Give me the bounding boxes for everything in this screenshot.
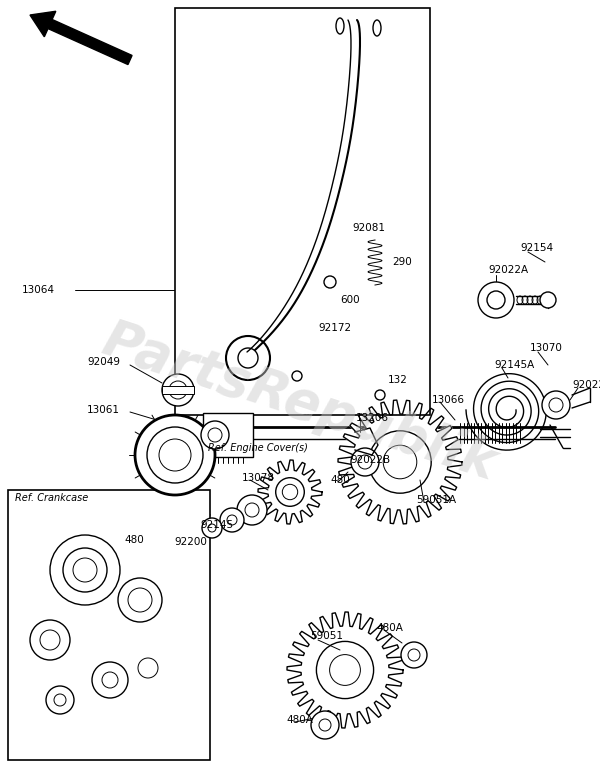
Text: PartsRepublik: PartsRepublik	[96, 315, 504, 491]
Ellipse shape	[336, 18, 344, 34]
Circle shape	[351, 448, 379, 476]
Text: 480: 480	[124, 535, 144, 545]
Bar	[8, 490, 210, 760]
Text: 92172: 92172	[318, 323, 351, 333]
Text: 92022: 92022	[572, 380, 600, 390]
Bar	[162, 386, 194, 394]
Text: 13064: 13064	[22, 285, 55, 295]
Circle shape	[135, 415, 215, 495]
Bar	[203, 413, 253, 457]
Circle shape	[226, 336, 270, 380]
Circle shape	[138, 658, 158, 678]
Text: 480A: 480A	[376, 623, 403, 633]
Text: Ref. Engine Cover(s): Ref. Engine Cover(s)	[208, 443, 308, 453]
Text: 59051A: 59051A	[416, 495, 456, 505]
Circle shape	[118, 578, 162, 622]
Text: 92049: 92049	[87, 357, 120, 367]
Circle shape	[478, 282, 514, 318]
Polygon shape	[258, 460, 322, 524]
Circle shape	[401, 642, 427, 668]
Text: 92081: 92081	[352, 223, 385, 233]
Text: 59051: 59051	[310, 631, 343, 641]
Text: 480A: 480A	[286, 715, 313, 725]
Text: 13066: 13066	[432, 395, 465, 405]
Circle shape	[201, 421, 229, 449]
Circle shape	[162, 374, 194, 406]
Circle shape	[220, 508, 244, 532]
Text: 92200: 92200	[174, 537, 207, 547]
Circle shape	[324, 276, 336, 288]
Polygon shape	[355, 428, 378, 455]
Text: 92145A: 92145A	[494, 360, 534, 370]
Ellipse shape	[373, 20, 381, 36]
Text: 13078: 13078	[242, 473, 275, 483]
Text: 92022B: 92022B	[350, 455, 390, 465]
Circle shape	[202, 518, 222, 538]
Polygon shape	[287, 612, 403, 728]
Text: 92154: 92154	[520, 243, 553, 253]
Circle shape	[375, 390, 385, 400]
Circle shape	[292, 371, 302, 381]
Text: Ref. Crankcase: Ref. Crankcase	[15, 493, 88, 503]
Polygon shape	[15, 498, 178, 758]
Circle shape	[30, 620, 70, 660]
Bar	[175, 8, 430, 415]
Text: 92145: 92145	[200, 520, 233, 530]
Text: 290: 290	[392, 257, 412, 267]
Text: 600: 600	[340, 295, 359, 305]
Polygon shape	[338, 400, 462, 524]
FancyArrow shape	[30, 12, 132, 64]
Text: 92022A: 92022A	[488, 265, 528, 275]
Circle shape	[46, 686, 74, 714]
Circle shape	[311, 711, 339, 739]
Text: 13061: 13061	[87, 405, 120, 415]
Circle shape	[540, 292, 556, 308]
Text: 13070: 13070	[530, 343, 563, 353]
Text: 132: 132	[388, 375, 408, 385]
Text: 480: 480	[330, 475, 350, 485]
Circle shape	[542, 391, 570, 419]
Circle shape	[50, 535, 120, 605]
Circle shape	[92, 662, 128, 698]
Text: 13206: 13206	[356, 413, 389, 423]
Circle shape	[237, 495, 267, 525]
